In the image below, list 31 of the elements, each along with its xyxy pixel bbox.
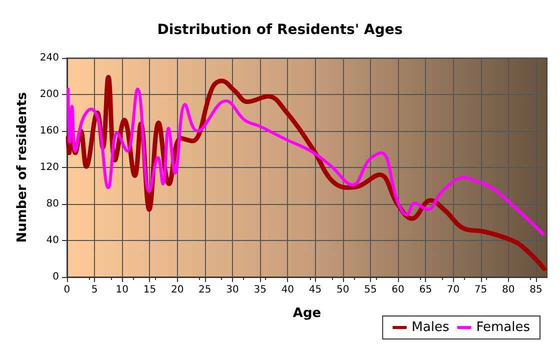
x-tick-label: 75	[474, 284, 488, 296]
x-tick-label: 20	[170, 284, 184, 296]
y-tick-label: 40	[46, 235, 59, 246]
x-tick-label: 10	[116, 284, 129, 296]
y-tick-label: 80	[46, 198, 59, 210]
x-tick-label: 25	[198, 284, 212, 296]
x-axis-title: Age	[292, 306, 322, 321]
x-tick-label: 70	[446, 284, 460, 296]
x-tick-label: 15	[143, 284, 156, 296]
y-tick-label: 240	[40, 52, 59, 64]
x-tick-label: 30	[226, 284, 239, 296]
y-tick-label: 200	[40, 89, 59, 100]
y-tick-label: 160	[40, 126, 59, 136]
x-tick-label: 65	[419, 284, 432, 296]
x-tick-label: 35	[254, 284, 266, 296]
x-tick-label: 60	[392, 284, 404, 296]
x-tick-label: 40	[281, 284, 294, 296]
x-tick-label: 0	[64, 284, 70, 296]
x-tick-label: 55	[364, 284, 377, 296]
y-axis-title: Number of residents	[15, 92, 30, 243]
line-series	[66, 88, 545, 236]
y-tick-label: 0	[52, 272, 59, 282]
x-tick-label: 85	[530, 284, 542, 296]
x-tick-label: 80	[502, 284, 515, 296]
y-tick-label: 120	[40, 162, 59, 173]
legend-label: Males	[412, 320, 450, 335]
x-tick-label: 50	[336, 284, 350, 296]
chart-title: Distribution of Residents' Ages	[157, 22, 403, 38]
x-tick-label: 5	[91, 284, 98, 296]
x-tick-label: 45	[308, 284, 322, 296]
legend-label: Females	[476, 320, 530, 335]
